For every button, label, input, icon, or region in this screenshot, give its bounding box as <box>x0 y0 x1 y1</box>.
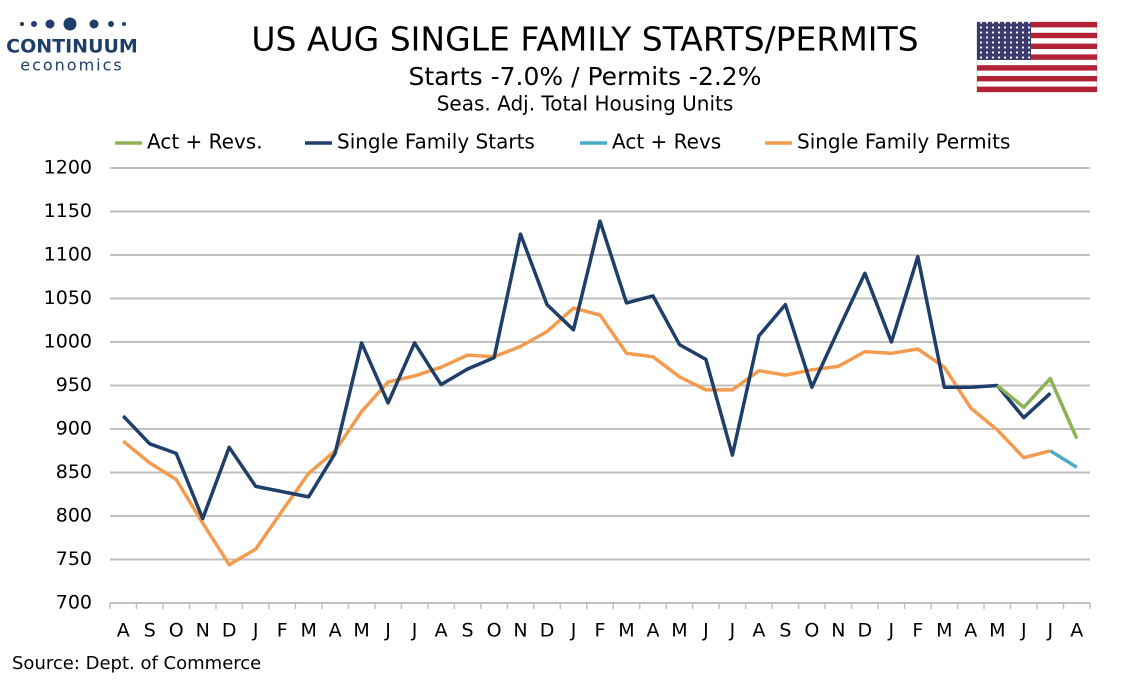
x-tick-label: D <box>222 620 237 642</box>
x-tick-label: S <box>144 620 156 642</box>
series-line <box>1049 449 1078 469</box>
logo: CONTINUUM economics <box>6 17 138 75</box>
series-line <box>996 376 1079 440</box>
y-tick-label: 900 <box>56 418 92 440</box>
x-tick-label: M <box>618 620 634 642</box>
x-tick-label: A <box>1070 620 1083 642</box>
x-tick-label: A <box>117 620 130 642</box>
x-tick-label: A <box>329 620 342 642</box>
legend-label: Act + Revs <box>612 130 721 154</box>
logo-name: CONTINUUM <box>6 36 138 58</box>
y-tick-label: 700 <box>56 592 92 614</box>
x-tick-label: M <box>353 620 369 642</box>
chart-title: US AUG SINGLE FAMILY STARTS/PERMITS <box>251 20 918 59</box>
x-tick-label: A <box>646 620 659 642</box>
flag <box>976 21 1098 93</box>
series-line <box>122 306 1051 567</box>
x-tick-label: D <box>858 620 873 642</box>
x-tick-label: F <box>912 620 923 642</box>
x-tick-label: F <box>595 620 606 642</box>
x-tick-label: F <box>277 620 288 642</box>
x-tick-label: N <box>831 620 845 642</box>
x-tick-label: O <box>169 620 184 642</box>
x-tick-label: A <box>752 620 765 642</box>
y-tick-label: 950 <box>56 374 92 396</box>
x-tick-label: J <box>384 620 391 642</box>
x-tick-label: N <box>196 620 210 642</box>
x-tick-label: A <box>435 620 448 642</box>
x-tick-label: S <box>779 620 791 642</box>
y-tick-label: 1200 <box>44 157 92 179</box>
y-tick-label: 850 <box>56 461 92 483</box>
chart-subtitle: Starts -7.0% / Permits -2.2% <box>409 62 762 91</box>
legend-label: Single Family Permits <box>797 130 1010 154</box>
x-tick-label: O <box>487 620 502 642</box>
x-tick-label: J <box>1046 620 1053 642</box>
x-tick-label: S <box>462 620 474 642</box>
series-line <box>121 219 1052 521</box>
x-tick-label: M <box>300 620 316 642</box>
y-tick-label: 750 <box>56 548 92 570</box>
x-tick-label: J <box>570 620 577 642</box>
y-tick-label: 1100 <box>44 244 92 266</box>
legend-label: Act + Revs. <box>147 130 263 154</box>
x-tick-label: N <box>513 620 527 642</box>
x-tick-label: M <box>671 620 687 642</box>
x-tick-label: J <box>702 620 709 642</box>
y-tick-label: 800 <box>56 505 92 527</box>
y-tick-label: 1150 <box>44 200 92 222</box>
source: Source: Dept. of Commerce <box>12 653 261 674</box>
legend-label: Single Family Starts <box>337 130 535 154</box>
y-tick-label: 1000 <box>44 331 92 353</box>
x-tick-label: J <box>729 620 736 642</box>
chart-note: Seas. Adj. Total Housing Units <box>437 92 734 116</box>
x-tick-label: M <box>989 620 1005 642</box>
x-tick-label: O <box>804 620 819 642</box>
x-tick-label: J <box>888 620 895 642</box>
x-tick-label: J <box>411 620 418 642</box>
x-tick-label: A <box>964 620 977 642</box>
x-tick-label: M <box>936 620 952 642</box>
y-tick-label: 1050 <box>44 287 92 309</box>
x-tick-label: D <box>540 620 555 642</box>
logo-sub: economics <box>20 56 124 75</box>
x-tick-label: J <box>252 620 259 642</box>
x-tick-label: J <box>1020 620 1027 642</box>
